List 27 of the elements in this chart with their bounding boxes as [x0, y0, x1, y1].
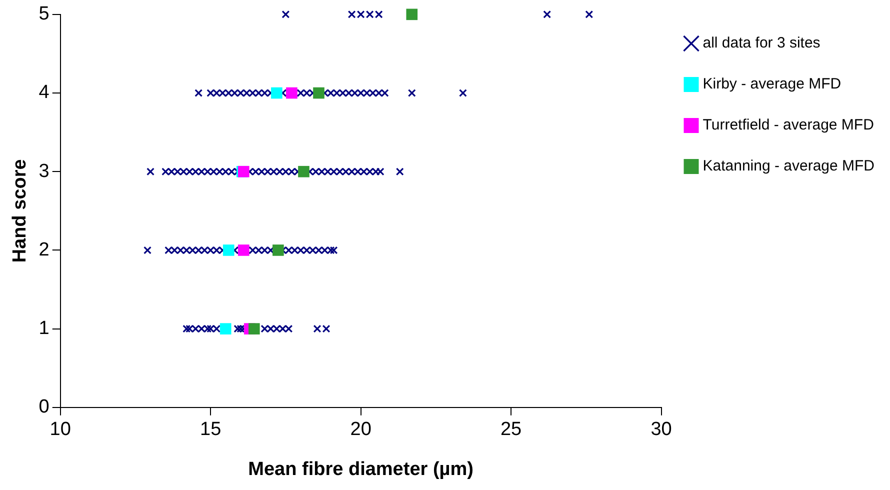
point: [406, 8, 418, 20]
legend-label: Katanning - average MFD: [702, 158, 875, 175]
y-tick-label: 0: [38, 396, 50, 418]
point: [271, 87, 282, 99]
point: [272, 244, 284, 256]
x-tick-label: 10: [50, 419, 71, 440]
legend-label: Turretfield - average MFD: [702, 116, 874, 134]
y-tick-label: 5: [38, 4, 50, 25]
x-tick-label: 30: [650, 419, 672, 440]
y-tick-label: 3: [38, 160, 50, 182]
x-tick-label: 15: [200, 419, 222, 440]
point: [286, 87, 298, 99]
point: [248, 323, 260, 334]
x-tick-label: 25: [500, 419, 522, 440]
point: [298, 166, 310, 178]
point: [220, 323, 232, 334]
y-axis-title: Hand score: [10, 159, 31, 263]
y-tick-label: 2: [38, 239, 50, 260]
point: [238, 244, 250, 256]
x-axis-title: Mean fibre diameter (µm): [248, 458, 474, 480]
x-tick-label: 20: [350, 419, 372, 440]
point: [222, 244, 234, 256]
y-tick-label: 4: [38, 82, 50, 104]
legend-label: all data for 3 sites: [702, 34, 820, 52]
y-tick-label: 1: [38, 318, 50, 340]
point: [313, 87, 324, 99]
legend-label: Kirby - average MFD: [702, 76, 842, 93]
